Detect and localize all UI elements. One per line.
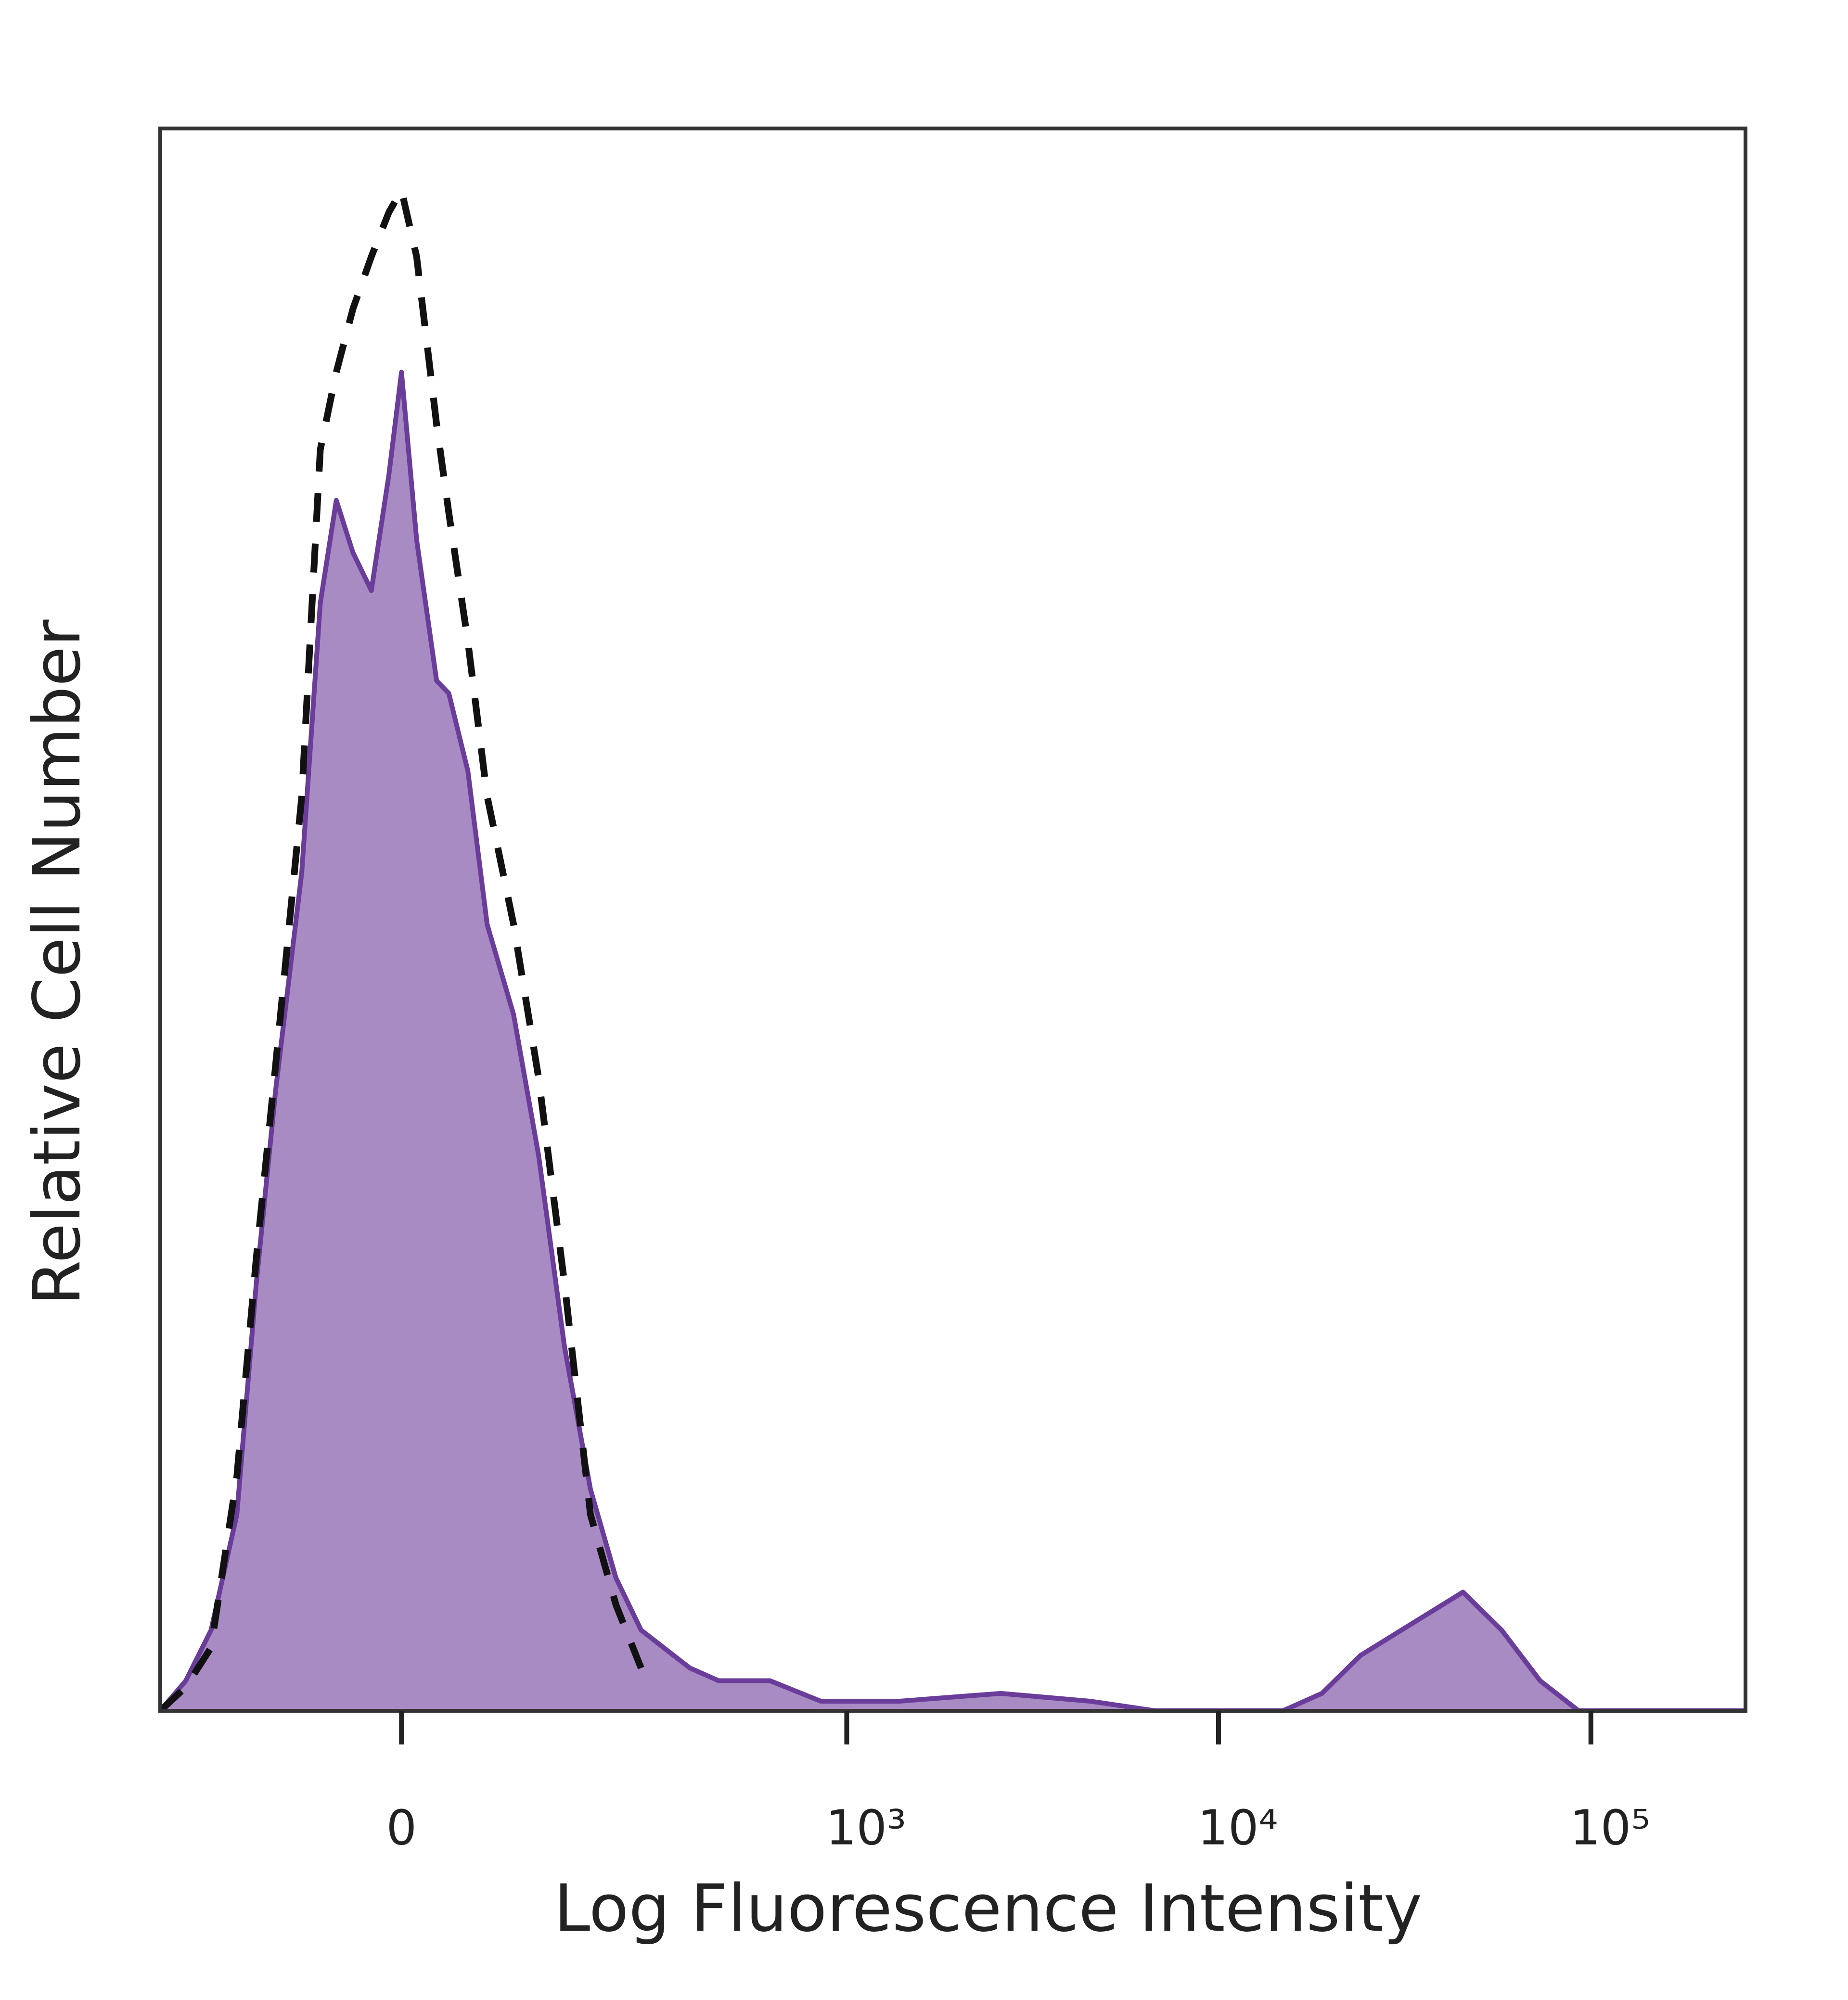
x-tick-label: 10⁴ — [1197, 1799, 1278, 1856]
x-tick-label: 10⁵ — [1570, 1799, 1650, 1856]
dashed-line — [158, 187, 644, 1714]
y-axis-label: Relative Cell Number — [19, 619, 95, 1305]
x-tick-label: 0 — [386, 1799, 417, 1856]
x-tick-label: 10³ — [826, 1799, 906, 1856]
x-axis-label: Log Fluorescence Intensity — [554, 1871, 1422, 1946]
area-fill — [160, 372, 1745, 1711]
plot-frame — [158, 127, 1747, 1713]
